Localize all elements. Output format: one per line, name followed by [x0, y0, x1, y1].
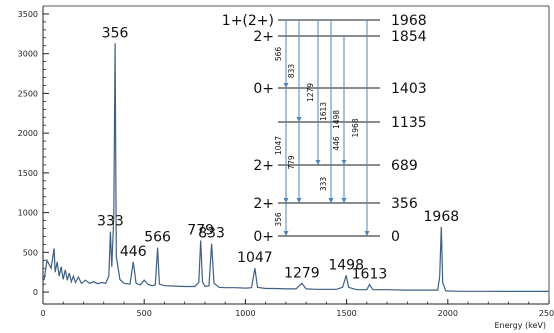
plot-axes — [42, 5, 550, 305]
transition-label: 566 — [274, 47, 283, 62]
transition-arrowhead — [364, 231, 370, 236]
level-spin: 2+ — [253, 196, 274, 212]
tick-layer: 0 500 1000 1500 2000 2500 0 500 1000 1500 2000 2500… — [18, 10, 554, 318]
level-energy: 689 — [391, 158, 418, 174]
transition-label: 1279 — [306, 83, 315, 102]
peak-label: 446 — [120, 244, 147, 260]
transition-arrowhead — [341, 198, 347, 203]
peak-label: 1047 — [237, 250, 273, 266]
level-energy: 356 — [391, 196, 418, 212]
y-tick-label: 500 — [23, 248, 38, 257]
y-tick-label: 2500 — [18, 89, 38, 98]
peak-label: 1613 — [352, 267, 388, 283]
transition-arrowhead — [283, 83, 289, 88]
x-tick-label: 0 — [40, 309, 45, 318]
x-tick-label: 500 — [137, 309, 152, 318]
transition-label: 833 — [287, 64, 296, 79]
peak-label: 779 — [187, 222, 214, 238]
transition-label: 1968 — [351, 118, 360, 137]
transition-label: 446 — [332, 136, 341, 151]
level-spin: 2+ — [253, 158, 274, 174]
x-tick-label: 2500 — [539, 309, 554, 318]
level-energy: 1854 — [391, 29, 427, 45]
y-tick-label: 3500 — [18, 10, 38, 19]
transition-arrowhead — [315, 160, 321, 165]
transition-label: 779 — [287, 155, 296, 170]
level-energy: 0 — [391, 229, 400, 245]
peak-label: 333 — [97, 214, 124, 230]
y-tick-label: 3000 — [18, 50, 38, 59]
transition-arrowhead — [283, 231, 289, 236]
y-tick-label: 1500 — [18, 169, 38, 178]
transition-label: 333 — [319, 177, 328, 192]
x-tick-label: 1000 — [235, 309, 255, 318]
transition-arrowhead — [328, 198, 334, 203]
y-tick-label: 0 — [33, 288, 38, 297]
peak-label: 1968 — [424, 209, 460, 225]
level-spin: 2+ — [253, 29, 274, 45]
level-spin: 1+(2+) — [222, 13, 274, 29]
transition-label: 1498 — [332, 110, 341, 129]
transition-label: 1047 — [274, 136, 283, 155]
level-scheme: 19681+(2+)18542+14030+11356892+3562+00+5… — [222, 13, 427, 245]
x-axis-title: Energy (keV) — [494, 321, 546, 330]
x-tick-label: 2000 — [438, 309, 458, 318]
transition-arrowhead — [296, 198, 302, 203]
transition-label: 356 — [274, 212, 283, 227]
transition-arrowhead — [341, 160, 347, 165]
transition-arrowhead — [283, 198, 289, 203]
peak-label: 356 — [102, 25, 129, 41]
level-spin: 0+ — [253, 229, 274, 245]
y-tick-label: 1000 — [18, 209, 38, 218]
spectrum-line — [43, 43, 549, 292]
level-energy: 1968 — [391, 13, 427, 29]
peak-label: 1279 — [284, 265, 320, 281]
transition-label: 1613 — [319, 102, 328, 121]
peak-label: 1498 — [328, 257, 364, 273]
transition-arrowhead — [296, 117, 302, 122]
x-tick-label: 1500 — [336, 309, 356, 318]
peak-label: 566 — [144, 230, 171, 246]
peak-label: 833 — [198, 226, 225, 242]
y-tick-label: 2000 — [18, 129, 38, 138]
level-spin: 0+ — [253, 81, 274, 97]
level-energy: 1135 — [391, 115, 427, 131]
level-energy: 1403 — [391, 81, 427, 97]
